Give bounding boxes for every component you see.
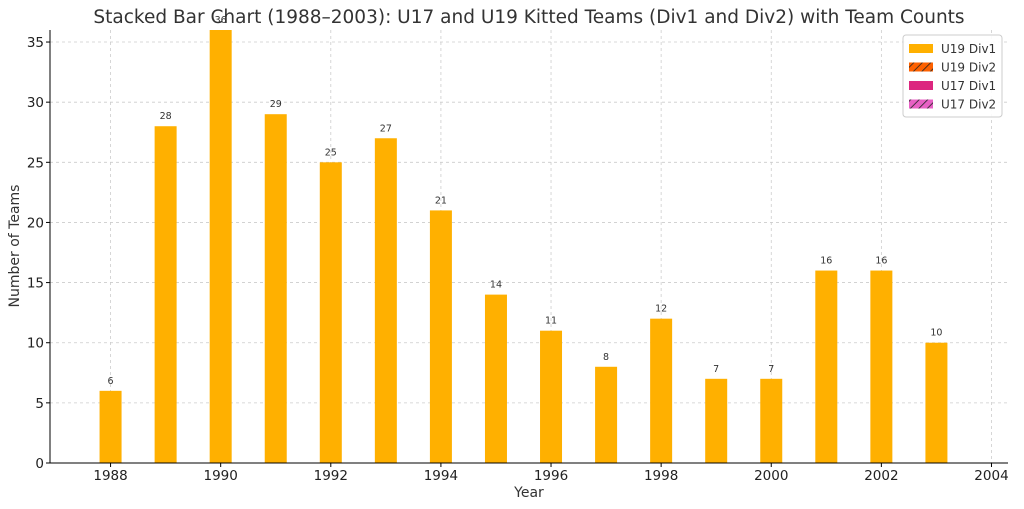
data-label-2002: 16 bbox=[875, 256, 887, 267]
legend-label-u19-div2: U19 Div2 bbox=[941, 61, 996, 75]
x-tick-label: 1988 bbox=[93, 468, 127, 484]
data-label-1996: 11 bbox=[545, 316, 557, 327]
tick-labels: 0 5 10 15 20 25 30 35 1988 1990 1992 1994 1996 1998 20… bbox=[27, 35, 1009, 484]
bar-u19-div1-1999 bbox=[705, 378, 728, 463]
y-tick-label: 0 bbox=[35, 456, 44, 472]
data-label-1995: 14 bbox=[490, 280, 502, 291]
data-label-1992: 25 bbox=[325, 147, 337, 158]
data-label-1994: 21 bbox=[435, 195, 447, 206]
x-tick-label: 1992 bbox=[314, 468, 348, 484]
grid-lines bbox=[50, 30, 1008, 463]
x-tick-label: 1998 bbox=[644, 468, 678, 484]
bar-u19-div1-1991 bbox=[264, 114, 287, 463]
y-tick-label: 35 bbox=[27, 35, 44, 51]
x-tick-label: 2004 bbox=[974, 468, 1008, 484]
data-label-1991: 29 bbox=[270, 99, 282, 110]
legend-box bbox=[902, 34, 1003, 118]
bar-u19-div1-1994 bbox=[429, 210, 452, 463]
x-tick-label: 2002 bbox=[864, 468, 898, 484]
data-label-2000: 7 bbox=[768, 364, 774, 375]
data-label-1989: 28 bbox=[160, 111, 172, 122]
bar-u19-div1-1992 bbox=[319, 162, 342, 464]
data-labels: 6 28 36 29 25 27 21 14 11 8 12 7 7 16 16 10 bbox=[108, 15, 943, 387]
bar-u19-div1-2000 bbox=[760, 378, 783, 463]
legend-swatch-u17-div2 bbox=[909, 99, 933, 109]
bar-u19-div1-1996 bbox=[540, 330, 563, 463]
y-tick-label: 20 bbox=[27, 215, 44, 231]
bar-u19-div1-1988 bbox=[99, 390, 122, 463]
bar-u19-div1-1995 bbox=[484, 294, 507, 463]
bar-u19-div1-2003 bbox=[925, 342, 948, 463]
axes bbox=[46, 30, 1008, 467]
data-label-1990: 36 bbox=[215, 15, 227, 26]
data-label-2003: 10 bbox=[930, 328, 942, 339]
bars bbox=[99, 30, 948, 464]
data-label-1993: 27 bbox=[380, 123, 392, 134]
data-label-2001: 16 bbox=[820, 256, 832, 267]
bar-u19-div1-1998 bbox=[650, 318, 673, 463]
bar-u19-div1-1997 bbox=[595, 366, 618, 463]
legend-label-u17-div1: U17 Div1 bbox=[941, 79, 996, 93]
y-axis-label: Number of Teams bbox=[7, 185, 23, 308]
bar-u19-div1-1993 bbox=[374, 138, 397, 463]
data-label-1998: 12 bbox=[655, 304, 667, 315]
legend-swatch-u19-div1 bbox=[909, 44, 933, 53]
y-tick-label: 5 bbox=[35, 396, 44, 412]
y-tick-label: 25 bbox=[27, 155, 44, 171]
y-tick-label: 15 bbox=[27, 276, 44, 292]
data-label-1988: 6 bbox=[108, 376, 114, 387]
x-axis-label: Year bbox=[513, 485, 544, 501]
bar-u19-div1-1990 bbox=[209, 30, 232, 463]
x-tick-label: 1994 bbox=[424, 468, 458, 484]
x-tick-label: 2000 bbox=[754, 468, 788, 484]
x-tick-label: 1996 bbox=[534, 468, 568, 484]
x-tick-label: 1990 bbox=[203, 468, 237, 484]
legend-label-u19-div1: U19 Div1 bbox=[941, 42, 996, 56]
legend-label-u17-div2: U17 Div2 bbox=[941, 98, 996, 112]
y-tick-label: 30 bbox=[27, 95, 44, 111]
y-tick-label: 10 bbox=[27, 336, 44, 352]
bar-u19-div1-2002 bbox=[870, 270, 893, 463]
bar-u19-div1-1989 bbox=[154, 126, 177, 463]
legend-swatch-u17-div1 bbox=[909, 81, 933, 90]
chart-title: Stacked Bar Chart (1988–2003): U17 and U… bbox=[93, 7, 964, 28]
data-label-1999: 7 bbox=[713, 364, 719, 375]
legend-swatch-u19-div2 bbox=[909, 62, 933, 72]
bar-u19-div1-2001 bbox=[815, 270, 838, 463]
legend: U19 Div1 U19 Div2 U17 Div1 U17 Div2 bbox=[902, 34, 1003, 118]
data-label-1997: 8 bbox=[603, 352, 609, 363]
